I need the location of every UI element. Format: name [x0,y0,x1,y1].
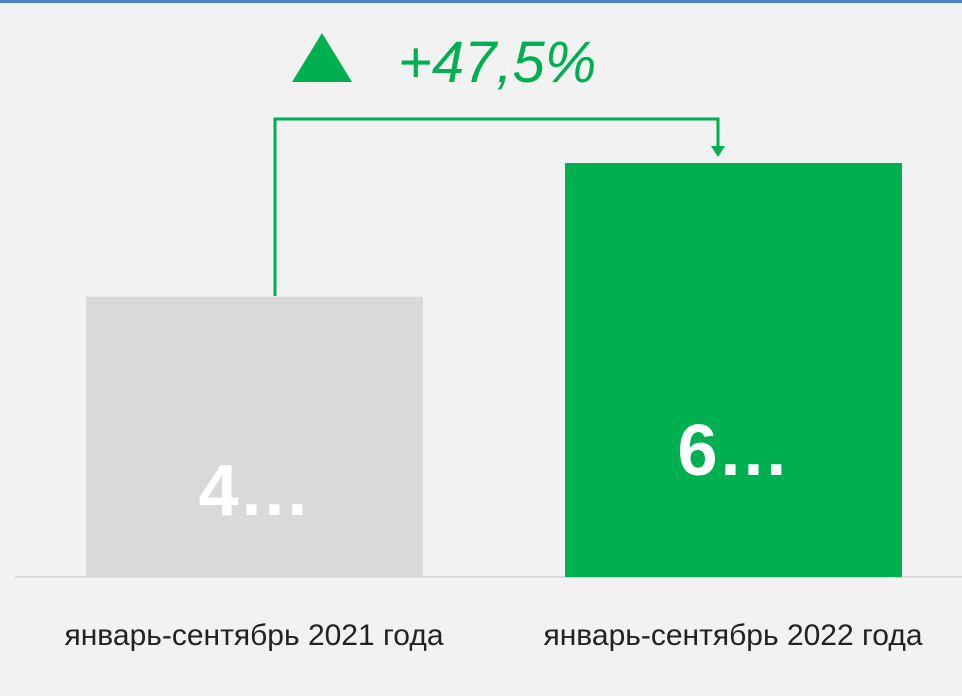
value-label: 4… [198,451,310,531]
x-tick-label: январь-сентябрь 2022 года [543,619,923,652]
arrow-head [711,146,725,157]
change-annotation: +47,5% [398,30,596,95]
connector [273,117,720,296]
up-triangle [292,33,352,82]
x-tick-label: январь-сентябрь 2021 года [64,619,444,652]
bar [86,296,423,577]
top-border [0,0,962,3]
bar [565,163,902,577]
value-label: 6… [677,411,789,491]
